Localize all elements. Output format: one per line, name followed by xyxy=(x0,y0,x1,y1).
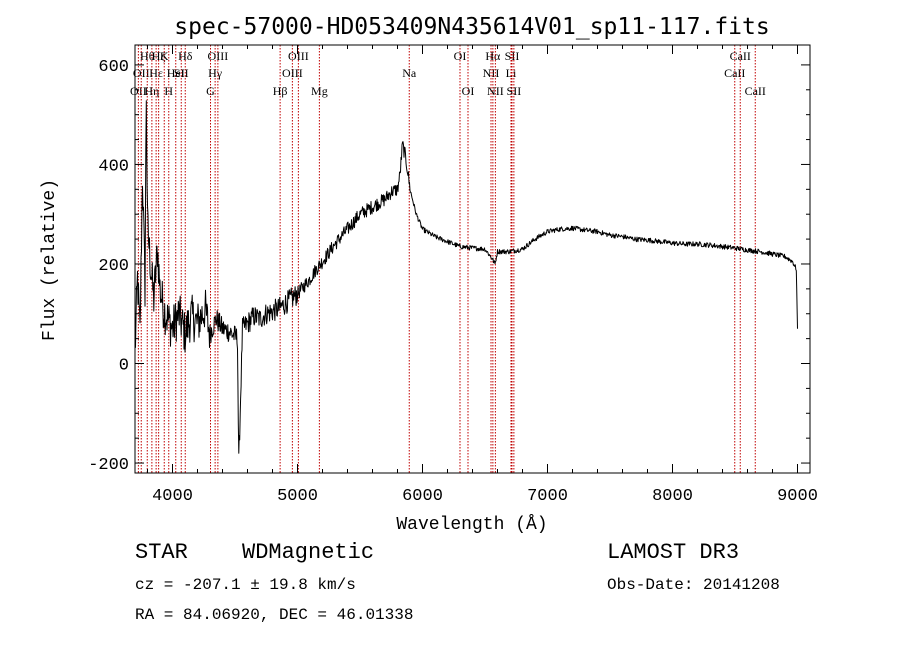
line-marker-label: Hγ xyxy=(208,66,223,80)
line-marker-label: SII xyxy=(505,49,520,63)
line-markers: OIIOIIHθHηHεHζKHHeISIIHδGHγOIIIHβOIIIOII… xyxy=(130,45,766,473)
line-marker-label: HeI xyxy=(167,66,185,80)
ra-dec-readout: RA = 84.06920, DEC = 46.01338 xyxy=(135,606,413,624)
y-tick-label: 200 xyxy=(98,257,129,276)
y-tick-label: 400 xyxy=(98,157,129,176)
spectrum-line xyxy=(134,100,798,454)
line-marker-label: OI xyxy=(454,49,467,63)
y-axis-label: Flux (relative) xyxy=(40,179,60,341)
line-marker-label: Hζ xyxy=(152,49,166,63)
series-group xyxy=(134,100,798,454)
y-tick-label: 0 xyxy=(119,357,129,376)
line-marker-label: OII xyxy=(133,66,150,80)
line-marker-label: SII xyxy=(174,66,189,80)
line-marker-label: CaII xyxy=(745,84,766,98)
line-marker-label: H xyxy=(164,84,173,98)
line-marker-label: Hα xyxy=(485,49,501,63)
line-marker-label: OIII xyxy=(282,66,303,80)
x-tick-label: 8000 xyxy=(652,487,693,506)
x-tick-label: 5000 xyxy=(277,487,318,506)
survey-name: LAMOST DR3 xyxy=(607,540,739,565)
line-marker-label: NII xyxy=(487,84,504,98)
line-marker-label: Li xyxy=(506,66,517,80)
plot-frame xyxy=(134,44,811,474)
line-marker-label: CaII xyxy=(724,66,745,80)
line-marker-label: Hθ xyxy=(140,49,155,63)
line-marker-label: Hδ xyxy=(178,49,193,63)
line-marker-label: SII xyxy=(507,84,522,98)
x-axis-label: Wavelength (Å) xyxy=(396,514,547,535)
y-tick-label: 600 xyxy=(98,58,129,77)
line-marker-label: Mg xyxy=(311,84,328,98)
line-marker-label: OII xyxy=(130,84,147,98)
x-tick-label: 7000 xyxy=(527,487,568,506)
line-marker-label: OI xyxy=(462,84,475,98)
line-marker-label: Hε xyxy=(149,66,163,80)
obs-date: Obs-Date: 20141208 xyxy=(607,576,780,594)
y-tick-label: -200 xyxy=(88,456,129,475)
line-marker-label: OIII xyxy=(288,49,309,63)
x-tick-label: 4000 xyxy=(152,487,193,506)
line-marker-label: G xyxy=(206,84,215,98)
line-marker-label: Hβ xyxy=(273,84,288,98)
line-marker-label: Na xyxy=(402,66,417,80)
axis-ticks: 4000 5000 6000 7000 8000 9000 -200 0 200 400 600 xyxy=(88,45,818,506)
x-tick-label: 9000 xyxy=(777,487,818,506)
line-marker-label: K xyxy=(160,49,169,63)
line-marker-label: CaII xyxy=(730,49,751,63)
redshift-readout: cz = -207.1 ± 19.8 km/s xyxy=(135,576,356,594)
object-class: STAR xyxy=(135,540,188,565)
line-marker-label: NII xyxy=(483,66,500,80)
chart-title: spec-57000-HD053409N435614V01_sp11-117.f… xyxy=(174,14,769,40)
line-marker-label: OIII xyxy=(208,49,229,63)
line-marker-label: Hη xyxy=(144,84,159,98)
object-subclass: WDMagnetic xyxy=(242,540,374,565)
x-tick-label: 6000 xyxy=(402,487,443,506)
